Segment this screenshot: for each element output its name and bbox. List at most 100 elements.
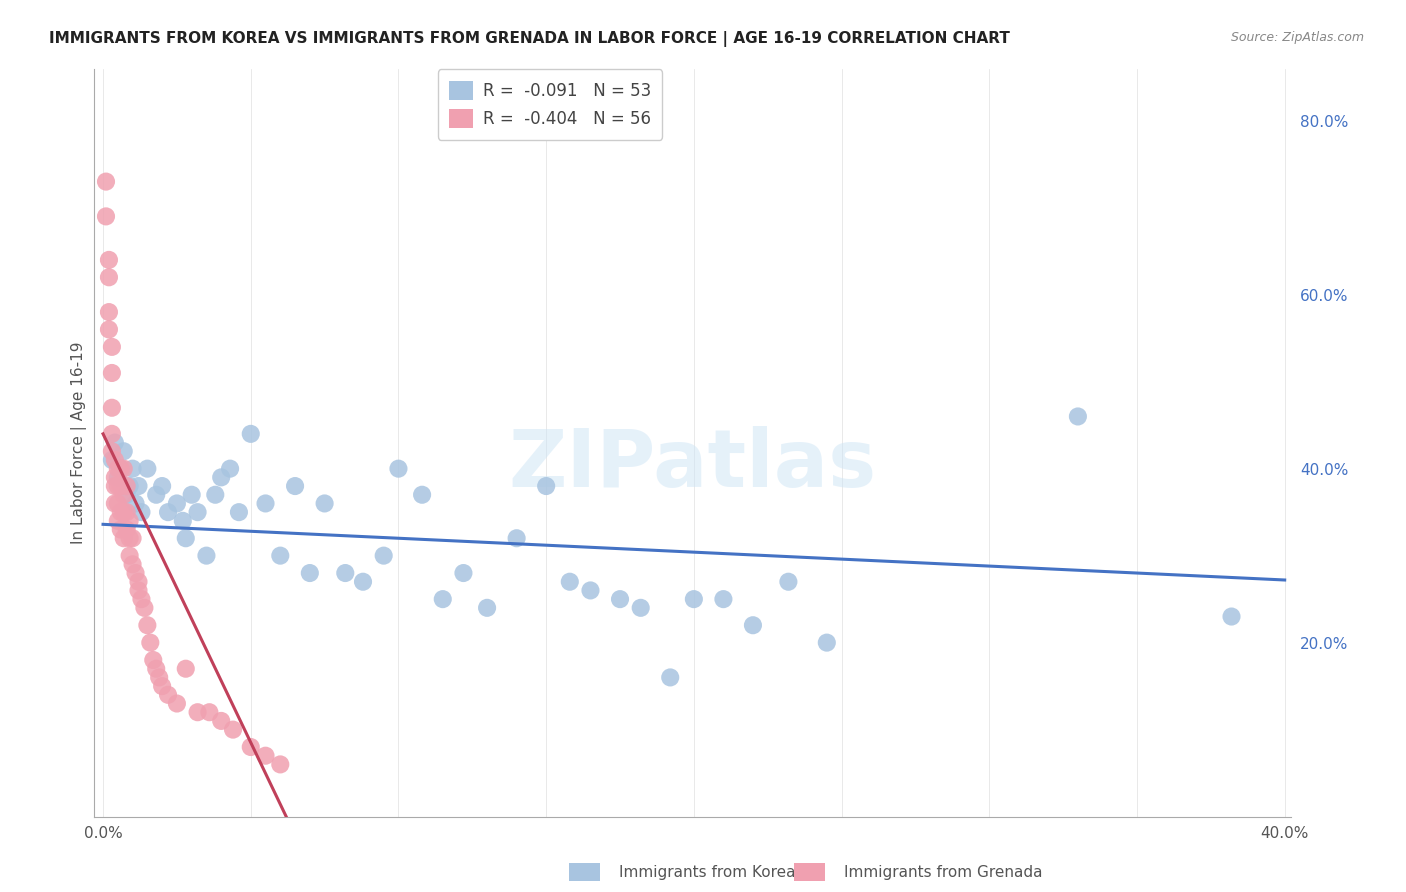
Point xyxy=(128,574,150,589)
Point xyxy=(118,479,141,493)
Point xyxy=(142,653,165,667)
Point xyxy=(101,426,124,441)
Point xyxy=(254,496,277,510)
Point xyxy=(298,566,321,580)
Point xyxy=(110,461,132,475)
Text: ZIPatlas: ZIPatlas xyxy=(508,426,876,504)
Point xyxy=(107,479,129,493)
Point xyxy=(219,461,242,475)
Point xyxy=(209,470,232,484)
Point xyxy=(254,748,277,763)
Point xyxy=(110,505,132,519)
Point xyxy=(124,566,146,580)
Point xyxy=(373,549,395,563)
Point xyxy=(683,592,706,607)
Point xyxy=(180,488,202,502)
Text: Immigrants from Grenada: Immigrants from Grenada xyxy=(844,865,1042,880)
Point xyxy=(630,600,652,615)
Point xyxy=(534,479,557,493)
Point xyxy=(121,461,143,475)
Point xyxy=(222,723,245,737)
Point xyxy=(609,592,631,607)
Point xyxy=(314,496,336,510)
Point xyxy=(195,549,218,563)
Point xyxy=(131,592,153,607)
Point xyxy=(121,531,143,545)
Point xyxy=(101,401,124,415)
Point xyxy=(112,488,135,502)
Point xyxy=(432,592,454,607)
Point xyxy=(112,531,135,545)
Point xyxy=(128,583,150,598)
Point xyxy=(558,574,581,589)
Point xyxy=(713,592,735,607)
Point xyxy=(118,531,141,545)
Point xyxy=(475,600,498,615)
Point xyxy=(97,305,120,319)
Point xyxy=(352,574,374,589)
Point xyxy=(284,479,307,493)
Point xyxy=(659,670,682,684)
Point xyxy=(107,461,129,475)
Point xyxy=(145,662,167,676)
Point xyxy=(174,531,197,545)
Point xyxy=(97,322,120,336)
Point xyxy=(128,479,150,493)
Point xyxy=(97,270,120,285)
Point xyxy=(110,523,132,537)
Point xyxy=(104,435,127,450)
Point xyxy=(121,558,143,572)
Legend: R =  -0.091   N = 53, R =  -0.404   N = 56: R = -0.091 N = 53, R = -0.404 N = 56 xyxy=(437,70,662,139)
Point xyxy=(104,496,127,510)
Point xyxy=(453,566,475,580)
Point xyxy=(204,488,226,502)
Point xyxy=(387,461,409,475)
Point xyxy=(1067,409,1090,424)
Point xyxy=(104,453,127,467)
Point xyxy=(239,739,262,754)
Point xyxy=(97,252,120,267)
Point xyxy=(778,574,800,589)
Point xyxy=(269,757,291,772)
Point xyxy=(115,488,138,502)
Point xyxy=(150,679,173,693)
Point xyxy=(124,496,146,510)
Point xyxy=(172,514,194,528)
Point xyxy=(101,453,124,467)
Y-axis label: In Labor Force | Age 16-19: In Labor Force | Age 16-19 xyxy=(72,342,87,544)
Point xyxy=(101,366,124,380)
Point xyxy=(104,479,127,493)
Text: IMMIGRANTS FROM KOREA VS IMMIGRANTS FROM GRENADA IN LABOR FORCE | AGE 16-19 CORR: IMMIGRANTS FROM KOREA VS IMMIGRANTS FROM… xyxy=(49,31,1010,47)
Point xyxy=(148,670,170,684)
Point xyxy=(115,505,138,519)
Point xyxy=(115,523,138,537)
Point xyxy=(110,461,132,475)
Point xyxy=(107,470,129,484)
Point xyxy=(187,505,209,519)
Point xyxy=(187,705,209,719)
Point xyxy=(104,470,127,484)
Point xyxy=(742,618,765,632)
Point xyxy=(579,583,602,598)
Point xyxy=(101,444,124,458)
Point xyxy=(112,505,135,519)
Point xyxy=(115,479,138,493)
Point xyxy=(269,549,291,563)
Point xyxy=(107,496,129,510)
Point xyxy=(112,444,135,458)
Point xyxy=(166,496,188,510)
Point xyxy=(145,488,167,502)
Point xyxy=(209,714,232,728)
Point xyxy=(239,426,262,441)
Text: Immigrants from Korea: Immigrants from Korea xyxy=(619,865,796,880)
Point xyxy=(150,479,173,493)
Point xyxy=(335,566,357,580)
Point xyxy=(118,514,141,528)
Point xyxy=(157,688,180,702)
Point xyxy=(505,531,527,545)
Point xyxy=(228,505,250,519)
Point xyxy=(101,340,124,354)
Point xyxy=(134,600,156,615)
Point xyxy=(118,549,141,563)
Text: Source: ZipAtlas.com: Source: ZipAtlas.com xyxy=(1230,31,1364,45)
